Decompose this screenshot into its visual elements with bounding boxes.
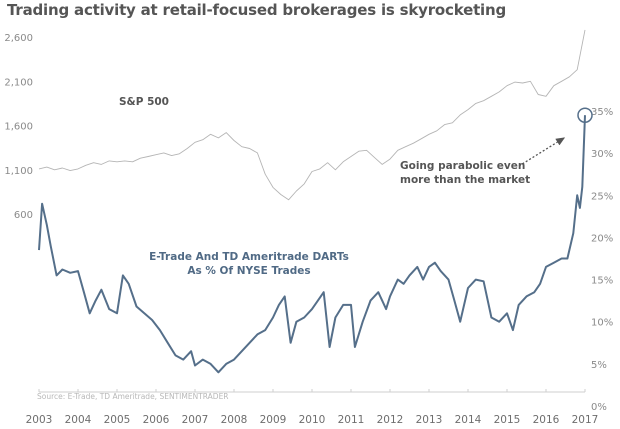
left-tick-label: 2,600 <box>4 33 33 44</box>
x-tick-label: 2005 <box>104 414 131 426</box>
right-tick-label: 10% <box>591 318 613 329</box>
darts-label-line2: As % Of NYSE Trades <box>187 265 310 277</box>
right-tick-label: 15% <box>591 276 613 287</box>
x-tick-label: 2009 <box>260 414 287 426</box>
x-tick-label: 2016 <box>533 414 560 426</box>
x-tick-label: 2007 <box>182 414 209 426</box>
callout-line2: more than the market <box>400 174 530 186</box>
sp500-label: S&P 500 <box>119 96 169 108</box>
left-tick-label: 600 <box>14 210 33 221</box>
left-tick-label: 2,100 <box>4 77 33 88</box>
x-tick-label: 2013 <box>416 414 443 426</box>
callout-arrow <box>518 137 566 167</box>
x-tick-label: 2015 <box>494 414 521 426</box>
x-tick-label: 2010 <box>299 414 326 426</box>
callout-line1: Going parabolic even <box>400 160 525 172</box>
darts-label-line1: E-Trade And TD Ameritrade DARTs <box>149 251 349 263</box>
right-tick-label: 25% <box>591 191 613 202</box>
left-axis: 600 1,100 1,600 2,100 2,600 <box>4 33 33 221</box>
x-tick-label: 2014 <box>455 414 482 426</box>
left-tick-label: 1,600 <box>4 122 33 133</box>
x-axis: 2003 2004 2005 2006 2007 2008 2009 2010 2011 2012… <box>26 389 599 426</box>
x-tick-label: 2008 <box>221 414 248 426</box>
right-tick-label: 5% <box>591 360 607 371</box>
darts-line <box>38 115 586 374</box>
x-tick-label: 2006 <box>143 414 170 426</box>
x-tick-label: 2012 <box>377 414 404 426</box>
x-tick-label: 2017 <box>572 414 599 426</box>
right-tick-label: 30% <box>591 149 613 160</box>
highlight-circle <box>577 107 593 123</box>
right-tick-label: 20% <box>591 233 613 244</box>
left-tick-label: 1,100 <box>4 166 33 177</box>
x-tick-label: 2003 <box>26 414 53 426</box>
right-axis: 0% 5% 10% 15% 20% 25% 30% 35% <box>591 107 613 413</box>
source-note: Source: E-Trade, TD Ameritrade, SENTIMEN… <box>37 392 229 401</box>
right-tick-label: 35% <box>591 107 613 118</box>
right-tick-label: 0% <box>591 402 607 413</box>
x-tick-label: 2011 <box>338 414 365 426</box>
chart-title: Trading activity at retail-focused broke… <box>7 1 506 19</box>
sp500-line <box>38 29 586 201</box>
x-tick-label: 2004 <box>65 414 92 426</box>
